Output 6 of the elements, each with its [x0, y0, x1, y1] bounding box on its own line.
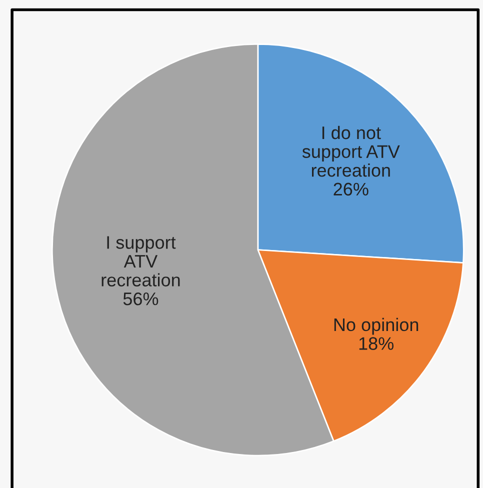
data-label: 18%: [359, 337, 394, 350]
slice-label: I do not support ATV recreation: [302, 126, 400, 177]
slice-label: I support ATV recreation: [102, 236, 180, 286]
data-label: 26%: [334, 182, 368, 196]
data-label: 56%: [123, 292, 158, 306]
slice-label: No opinion: [334, 318, 418, 335]
